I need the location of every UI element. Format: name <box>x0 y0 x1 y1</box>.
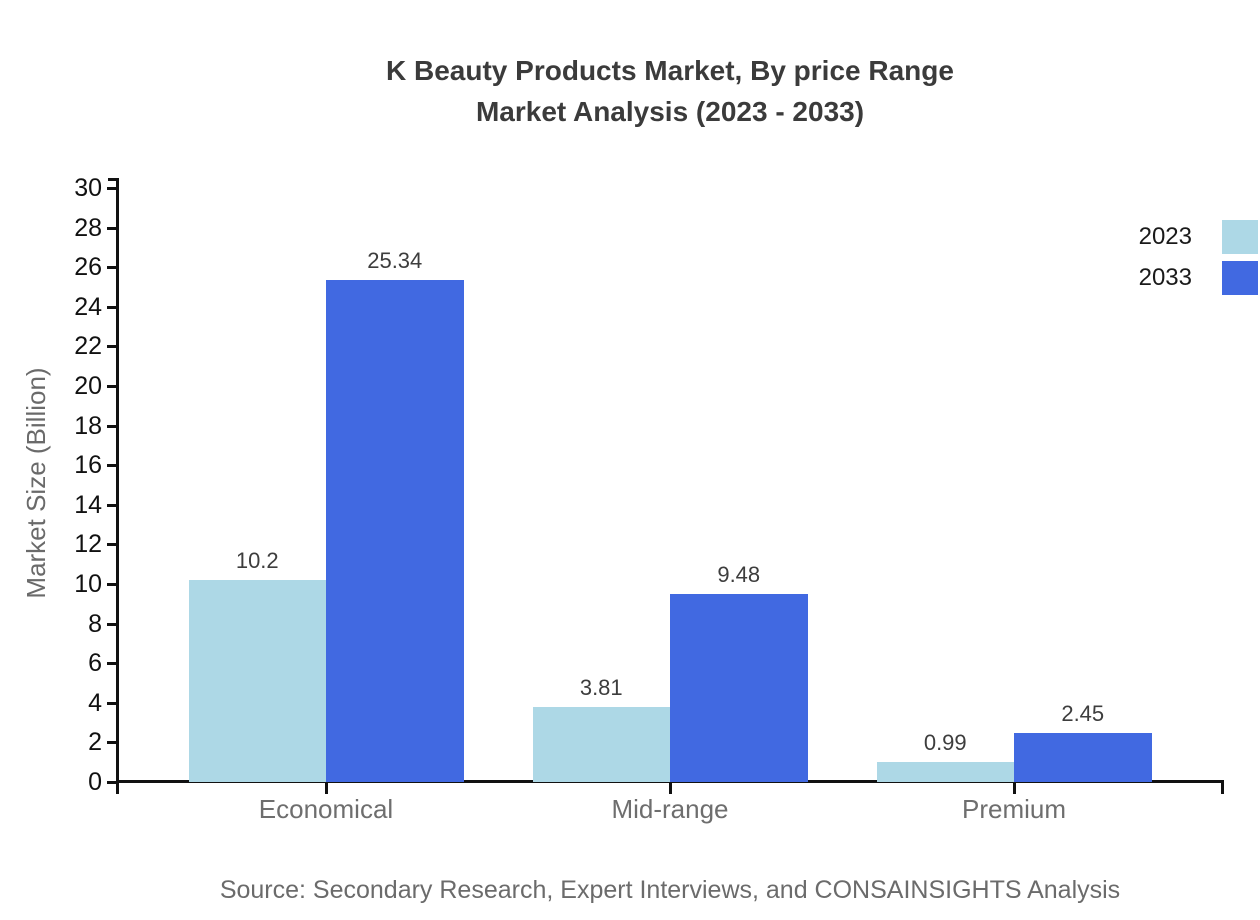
x-tick <box>1013 782 1016 794</box>
y-tick <box>107 187 118 190</box>
y-tick-label: 18 <box>74 411 102 440</box>
y-tick <box>107 662 118 666</box>
bar-2023-mid-range <box>532 706 670 782</box>
x-axis-right-cap <box>1221 782 1224 794</box>
source-note: Source: Secondary Research, Expert Inter… <box>219 876 1121 904</box>
bar-2023-economical <box>188 580 326 782</box>
y-tick <box>107 345 118 349</box>
bar-2033-mid-range <box>670 594 808 782</box>
y-tick <box>107 305 118 309</box>
value-label-2023-economical: 10.2 <box>235 548 279 574</box>
y-tick-label: 8 <box>88 609 102 638</box>
y-tick-label: 0 <box>88 768 102 796</box>
x-axis-left-cap <box>116 782 119 794</box>
legend: 2023 2033 <box>1139 220 1258 302</box>
y-tick-label: 30 <box>74 174 102 202</box>
legend-label-2023: 2023 <box>1138 223 1192 250</box>
y-tick-label: 14 <box>74 490 102 519</box>
legend-item-2033: 2033 <box>1139 261 1258 295</box>
y-tick <box>107 266 118 270</box>
value-label-2033-premium: 2.45 <box>1061 701 1105 727</box>
chart-title-line2: Market Analysis (2023 - 2033) <box>475 96 865 127</box>
bar-2023-premium <box>876 762 1014 782</box>
legend-label-2033: 2033 <box>1138 264 1192 291</box>
y-tick <box>107 385 118 388</box>
y-tick <box>107 226 118 230</box>
y-tick-label: 20 <box>74 372 102 400</box>
x-tick <box>325 782 328 794</box>
y-tick-label: 16 <box>74 451 102 480</box>
y-tick-label: 4 <box>88 688 102 717</box>
y-tick <box>107 464 118 468</box>
bar-2033-economical <box>326 280 464 782</box>
y-tick <box>107 741 118 745</box>
y-tick-label: 22 <box>74 332 102 361</box>
y-tick <box>107 622 118 626</box>
bar-2033-premium <box>1014 733 1152 782</box>
y-tick-label: 6 <box>88 649 102 678</box>
y-tick-label: 12 <box>74 530 102 559</box>
value-label-2033-economical: 25.34 <box>367 248 423 274</box>
y-tick-label: 26 <box>74 253 102 282</box>
x-tick <box>669 782 672 794</box>
chart-title: K Beauty Products Market, By price Range… <box>170 50 1170 132</box>
y-tick <box>107 503 118 507</box>
y-tick-label: 10 <box>74 570 102 598</box>
y-tick <box>107 424 118 428</box>
y-tick <box>107 543 118 547</box>
legend-swatch-2033 <box>1222 261 1258 295</box>
y-tick <box>107 781 118 784</box>
category-label-premium: Premium <box>961 794 1066 824</box>
legend-item-2023: 2023 <box>1139 220 1258 254</box>
value-label-2023-premium: 0.99 <box>923 730 967 756</box>
value-label-2033-mid-range: 9.48 <box>717 562 761 588</box>
y-tick <box>107 583 118 586</box>
category-label-economical: Economical <box>258 794 394 824</box>
y-axis-top-cap <box>108 178 119 181</box>
y-tick-label: 28 <box>74 213 102 242</box>
category-label-mid-range: Mid-range <box>611 794 729 824</box>
chart-title-line1: K Beauty Products Market, By price Range <box>386 55 954 86</box>
value-label-2023-mid-range: 3.81 <box>579 674 623 700</box>
legend-swatch-2023 <box>1222 220 1258 254</box>
y-axis-line <box>116 178 119 785</box>
y-tick-label: 2 <box>88 728 102 757</box>
y-tick-label: 24 <box>74 292 102 321</box>
y-tick <box>107 701 118 705</box>
